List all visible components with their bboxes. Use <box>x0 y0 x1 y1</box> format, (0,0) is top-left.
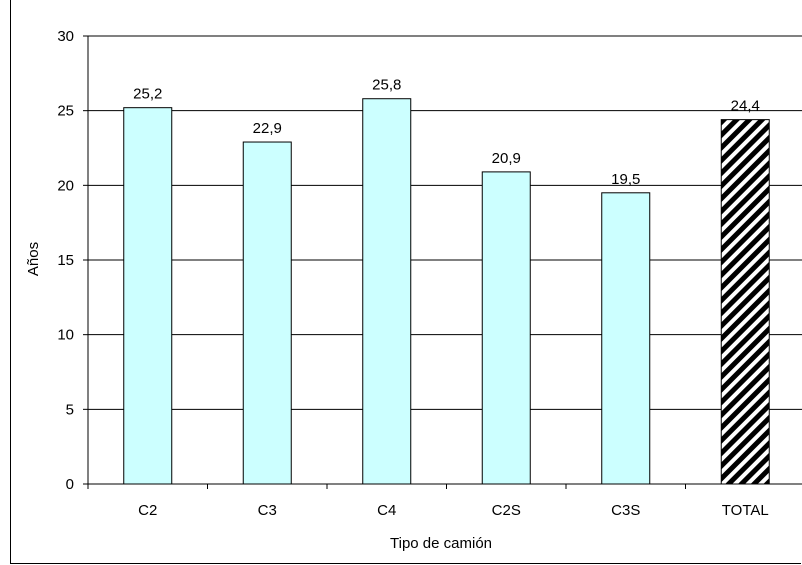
bar-c2 <box>123 107 173 485</box>
bar-c3s <box>601 192 651 485</box>
y-tick-label: 10 <box>57 327 74 344</box>
bars <box>123 98 770 485</box>
y-tick-label: 15 <box>57 252 74 269</box>
data-label: 24,4 <box>731 98 760 115</box>
x-tick-label: C3S <box>611 502 640 519</box>
y-axis-title: Años <box>25 242 42 276</box>
y-tick-label: 0 <box>66 476 74 493</box>
data-labels: 25,2 22,9 25,8 20,9 19,5 24,4 <box>133 77 760 188</box>
x-axis-title: Tipo de camión <box>390 535 492 552</box>
bar-c3 <box>242 141 292 485</box>
bar-c4 <box>362 98 412 485</box>
y-tick-label: 25 <box>57 103 74 120</box>
axes: 0 5 10 15 20 25 30 C2 C3 C4 C2S C3S TOTAL <box>57 28 802 519</box>
x-tick-label: TOTAL <box>722 502 769 519</box>
data-label: 19,5 <box>611 171 640 188</box>
bar-c2s <box>481 171 531 485</box>
y-tick-label: 5 <box>66 401 74 418</box>
y-tick-label: 20 <box>57 177 74 194</box>
data-label: 25,8 <box>372 77 401 94</box>
x-tick-label: C3 <box>258 502 277 519</box>
bar-total <box>720 119 770 485</box>
data-label: 25,2 <box>133 86 162 103</box>
x-tick-label: C2 <box>138 502 157 519</box>
gridlines <box>88 35 802 410</box>
x-tick-label: C2S <box>492 502 521 519</box>
data-label: 20,9 <box>492 150 521 167</box>
y-tick-label: 30 <box>57 28 74 45</box>
data-label: 22,9 <box>253 120 282 137</box>
x-tick-label: C4 <box>377 502 396 519</box>
